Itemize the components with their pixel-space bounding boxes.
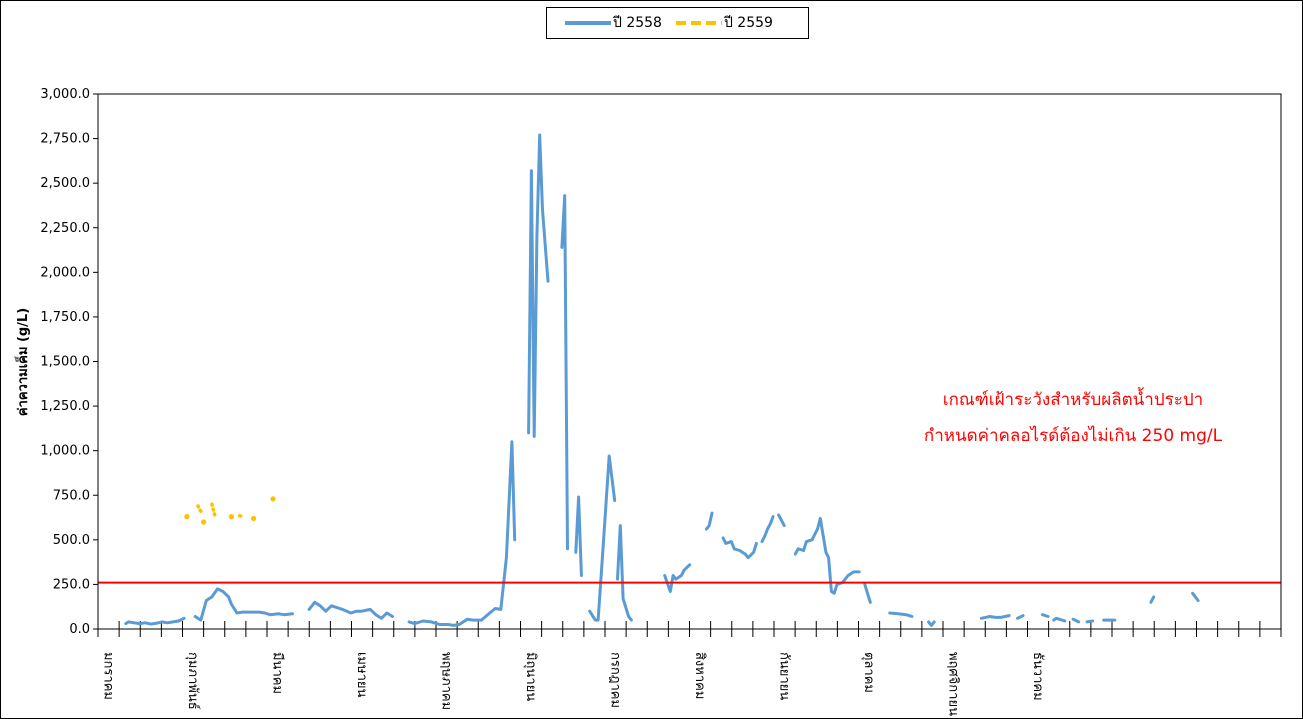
legend-label-2558: ปี 2558 <box>613 15 662 31</box>
legend-swatch-2559 <box>675 21 722 25</box>
data-point <box>250 515 257 522</box>
series-line <box>193 587 294 622</box>
series-line <box>574 495 583 577</box>
series-line <box>1052 616 1067 623</box>
y-tick-label: 250.0 <box>53 577 90 592</box>
y-axis-ticks: 0.0 250.0 500.0 750.0 1,000.0 1,250.0 1,500.0 1… <box>40 87 98 637</box>
x-month-label: มกราคม <box>100 652 115 700</box>
y-tick-label: 2,750.0 <box>40 132 90 147</box>
series-line <box>793 516 861 595</box>
series-line <box>1071 617 1081 624</box>
x-month-label: ตุลาคม <box>861 652 876 693</box>
x-axis-ticks: มกราคม กุมภาพันธ์ มีนาคม เมษายน พฤษภาคม มิถุน… <box>97 621 1282 716</box>
legend-swatch-2558 <box>565 21 611 25</box>
series-line <box>527 133 550 438</box>
y-tick-label: 1,250.0 <box>40 399 90 414</box>
threshold-annotation: เกณฑ์เฝ้าระวังสำหรับผลิตน้ำประปากำหนดค่า… <box>924 387 1223 446</box>
y-tick-label: 1,000.0 <box>40 444 90 459</box>
y-tick-label: 3,000.0 <box>40 87 90 102</box>
series-line <box>616 524 633 622</box>
plot-area-border <box>97 93 1282 630</box>
series-line <box>560 194 569 551</box>
legend-item-2558: ปี 2558 <box>565 12 662 34</box>
legend-item-2559: ปี 2559 <box>675 12 773 34</box>
series-line <box>1041 613 1050 618</box>
y-axis-label: ค่าความเค็ม (g/L) <box>13 308 31 416</box>
x-month-label: กรกฎาคม <box>607 652 622 708</box>
y-tick-label: 2,500.0 <box>40 176 90 191</box>
series-line <box>704 511 714 531</box>
data-point <box>184 514 190 520</box>
y-tick-label: 2,250.0 <box>40 221 90 236</box>
legend: ปี 2558 ปี 2559 <box>546 7 809 39</box>
series-line <box>888 611 914 618</box>
series-1 <box>184 496 276 525</box>
y-tick-label: 1,500.0 <box>40 355 90 370</box>
series-line <box>1016 614 1025 620</box>
x-month-label: กันยายน <box>776 652 791 700</box>
annotation-line: เกณฑ์เฝ้าระวังสำหรับผลิตน้ำประปา <box>943 387 1203 410</box>
series-line <box>210 502 217 517</box>
x-month-label: ธันวาคม <box>1030 652 1045 701</box>
series-line <box>721 536 758 560</box>
series-line <box>1149 595 1156 604</box>
data-point <box>228 514 234 520</box>
legend-label-2559: ปี 2559 <box>723 15 773 31</box>
y-tick-label: 1,750.0 <box>40 310 90 325</box>
x-month-label: กุมภาพันธ์ <box>185 652 201 710</box>
x-month-label: พฤศจิกายน <box>945 652 960 716</box>
data-point <box>200 519 207 525</box>
series-line <box>760 515 775 544</box>
y-tick-label: 2,000.0 <box>40 265 90 280</box>
y-tick-label: 500.0 <box>53 533 90 548</box>
annotation-line: กำหนดค่าคลอไรด์ต้องไม่เกิน 250 mg/L <box>924 425 1223 446</box>
axes <box>97 93 1282 630</box>
series-line <box>588 454 617 622</box>
y-tick-label: 750.0 <box>53 488 90 503</box>
series-line <box>307 600 394 620</box>
y-tick-label: 0.0 <box>69 622 90 637</box>
series-line <box>1191 591 1200 602</box>
series-line <box>863 582 872 604</box>
series-line <box>927 620 936 627</box>
series-line <box>1085 619 1095 624</box>
series-line <box>124 616 186 626</box>
series-line <box>196 504 203 514</box>
series-line <box>777 513 786 528</box>
x-month-label: สิงหาคม <box>692 652 707 699</box>
x-month-label: มีนาคม <box>269 652 285 694</box>
series-line <box>663 563 692 593</box>
series-line <box>979 614 1011 620</box>
x-month-label: มิถุนายน <box>523 652 538 701</box>
series-0 <box>124 133 1200 627</box>
series-line <box>407 440 517 627</box>
x-month-label: เมษายน <box>354 652 369 697</box>
data-point <box>270 496 276 502</box>
series-layer <box>124 133 1200 627</box>
x-month-label: พฤษภาคม <box>438 652 453 710</box>
series-line <box>237 514 245 519</box>
